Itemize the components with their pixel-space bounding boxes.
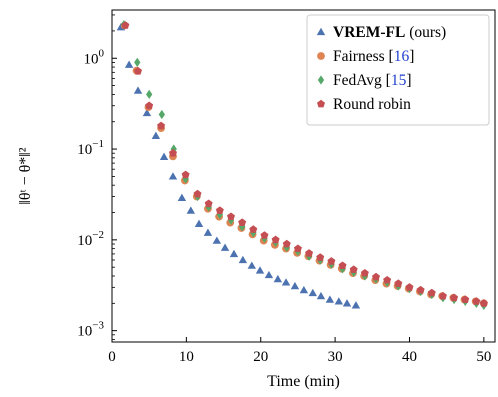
x-tick-label: 50 bbox=[476, 349, 491, 365]
vrem-fl-point bbox=[142, 108, 152, 117]
round-robin-point bbox=[349, 265, 358, 274]
round-robin-point bbox=[405, 283, 414, 291]
round-robin-point bbox=[271, 235, 280, 244]
y-axis-ticks: 10−3 10−2 10−1 100 bbox=[77, 14, 117, 340]
vrem-fl-point bbox=[194, 219, 204, 228]
x-tick-label: 30 bbox=[328, 349, 343, 365]
vrem-fl-point bbox=[247, 261, 257, 269]
round-robin-point bbox=[438, 291, 447, 300]
round-robin-point bbox=[145, 101, 154, 110]
legend-box bbox=[306, 14, 490, 126]
round-robin-point bbox=[383, 275, 392, 284]
round-robin-point bbox=[134, 67, 143, 75]
legend-marker-fairness bbox=[317, 52, 325, 60]
round-robin-point bbox=[157, 121, 166, 130]
legend: VREM-FL (ours) Fairness [16] FedAvg [15] Ro… bbox=[306, 14, 490, 126]
round-robin-point bbox=[282, 239, 291, 248]
x-tick-label: 40 bbox=[402, 349, 417, 365]
legend-marker-fedavg bbox=[317, 75, 325, 85]
round-robin-point bbox=[327, 257, 336, 265]
vrem-fl-point bbox=[159, 152, 169, 161]
legend-label-vrem-fl: VREM-FL (ours) bbox=[333, 24, 446, 41]
round-robin-point bbox=[293, 244, 302, 253]
x-tick-label: 0 bbox=[108, 349, 116, 365]
vrem-fl-point bbox=[342, 299, 352, 307]
x-axis-ticks: 0 10 20 30 40 50 bbox=[108, 337, 491, 365]
vrem-fl-point bbox=[281, 278, 291, 286]
round-robin-point bbox=[121, 21, 130, 29]
vrem-fl-point bbox=[124, 60, 134, 68]
round-robin-point bbox=[316, 253, 325, 261]
y-tick-label: 10−1 bbox=[77, 138, 104, 158]
vrem-fl-point bbox=[186, 206, 196, 214]
round-robin-point bbox=[461, 295, 470, 303]
fedavg-point bbox=[238, 221, 246, 232]
vrem-fl-point bbox=[334, 297, 344, 305]
legend-label-round-robin: Round robin bbox=[333, 96, 411, 113]
round-robin-point bbox=[479, 299, 488, 307]
round-robin-point bbox=[416, 285, 425, 294]
round-robin-point bbox=[249, 225, 258, 233]
y-tick-label: 100 bbox=[84, 47, 105, 67]
data-marks bbox=[116, 19, 488, 310]
vrem-fl-point bbox=[168, 172, 178, 180]
vrem-fl-point bbox=[151, 131, 161, 139]
vrem-fl-point bbox=[325, 295, 335, 303]
vrem-fl-point bbox=[133, 86, 143, 94]
legend-label-fairness: Fairness [16] bbox=[333, 48, 414, 65]
y-tick-label: 10−3 bbox=[77, 320, 104, 340]
fedavg-point bbox=[146, 89, 153, 100]
round-robin-point bbox=[181, 170, 190, 179]
round-robin-point bbox=[472, 297, 481, 305]
round-robin-point bbox=[215, 206, 224, 214]
fedavg-point bbox=[227, 215, 235, 225]
y-axis-title: ‖θᵗ − θ*‖² bbox=[17, 147, 34, 204]
round-robin-point bbox=[193, 189, 202, 198]
vrem-fl-point bbox=[273, 274, 283, 283]
vrem-fl-point bbox=[264, 270, 274, 279]
legend-label-fedavg: FedAvg [15] bbox=[333, 72, 412, 89]
vrem-fl-point bbox=[177, 193, 187, 202]
vrem-fl-point bbox=[316, 291, 326, 300]
round-robin-point bbox=[338, 261, 347, 270]
x-tick-label: 10 bbox=[179, 349, 194, 365]
vrem-fl-point bbox=[351, 301, 361, 309]
vrem-fl-point bbox=[299, 285, 309, 294]
round-robin-point bbox=[168, 149, 177, 157]
legend-marker-round-robin bbox=[317, 99, 325, 108]
round-robin-point bbox=[238, 218, 247, 226]
round-robin-point bbox=[305, 249, 314, 257]
round-robin-point bbox=[427, 288, 436, 297]
round-robin-point bbox=[227, 212, 235, 221]
round-robin-point bbox=[360, 268, 369, 277]
round-robin-point bbox=[372, 272, 380, 281]
vrem-fl-point bbox=[220, 243, 230, 251]
round-robin-point bbox=[450, 293, 459, 302]
vrem-fl-point bbox=[212, 236, 222, 244]
vrem-fl-point bbox=[308, 288, 317, 297]
x-tick-label: 20 bbox=[253, 349, 268, 365]
round-robin-point bbox=[204, 199, 213, 208]
fedavg-point bbox=[158, 109, 165, 120]
vrem-fl-point bbox=[255, 266, 265, 274]
vrem-fl-point bbox=[238, 255, 248, 264]
vrem-fl-point bbox=[203, 228, 213, 236]
vrem-fl-point bbox=[290, 281, 300, 290]
round-robin-point bbox=[260, 231, 269, 239]
legend-marker-vrem-fl bbox=[316, 27, 326, 36]
fedavg-point bbox=[134, 57, 141, 68]
y-tick-label: 10−2 bbox=[77, 229, 104, 249]
vrem-fl-point bbox=[229, 249, 239, 258]
round-robin-point bbox=[394, 279, 403, 287]
x-axis-title: Time (min) bbox=[267, 373, 340, 390]
